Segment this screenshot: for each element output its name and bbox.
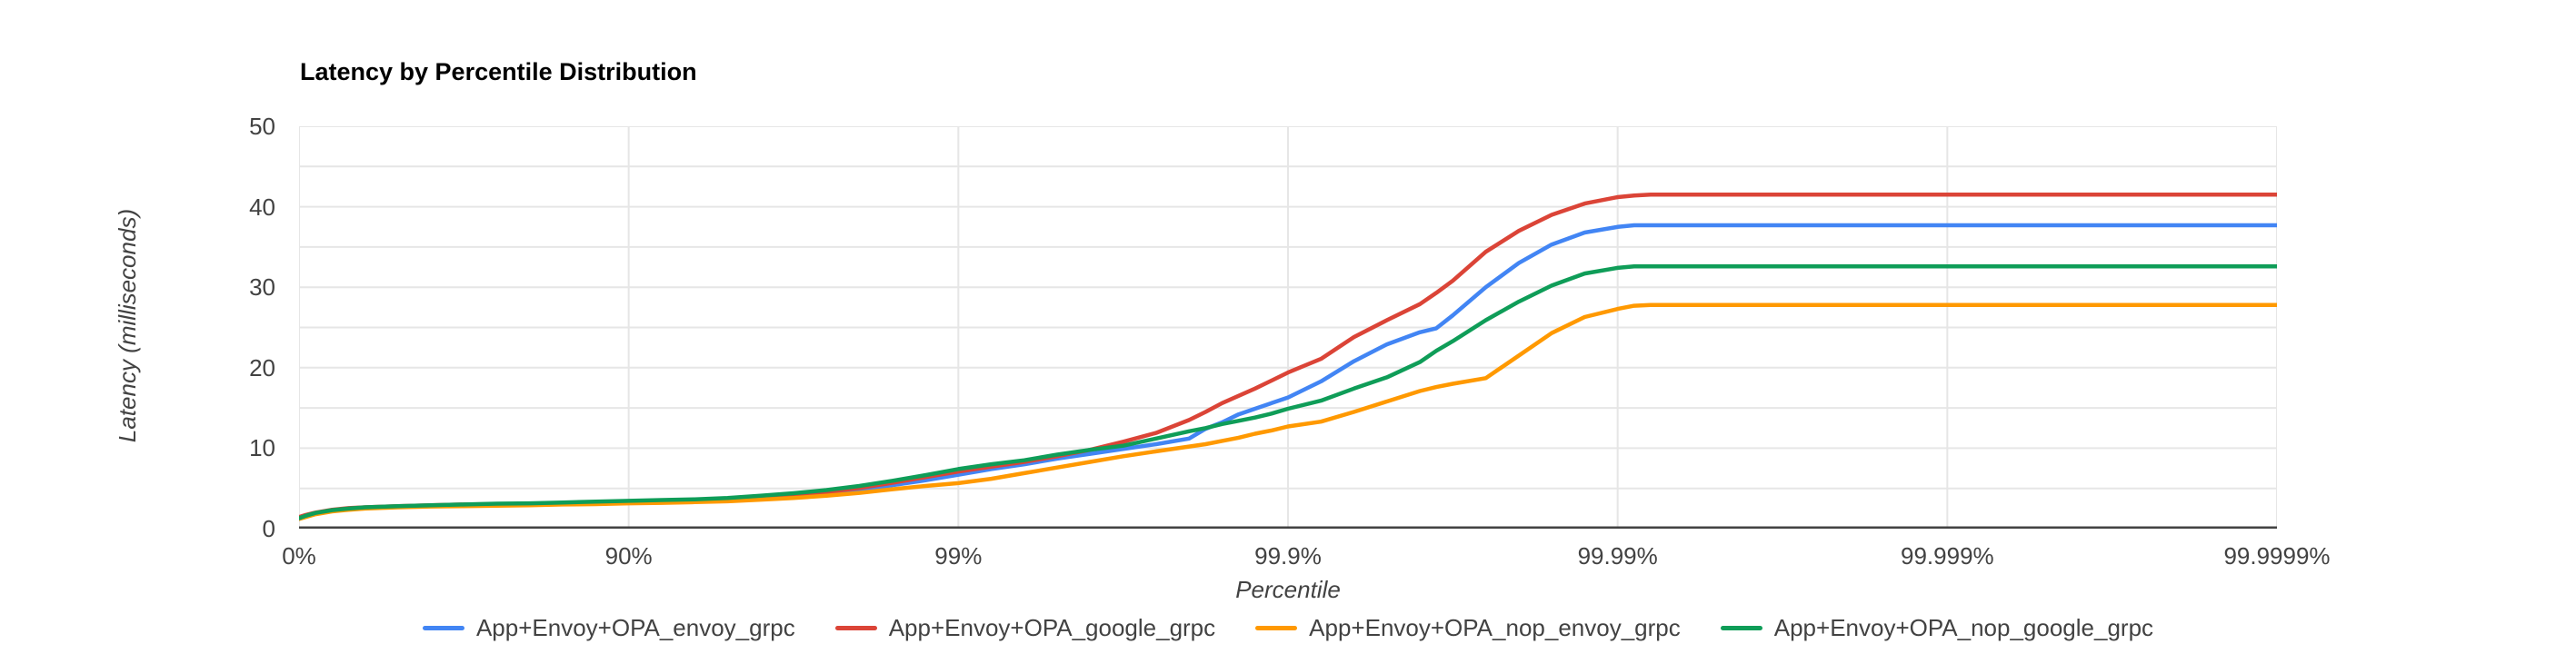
legend-swatch-icon [834,625,877,630]
y-tick-label: 50 [249,113,275,140]
x-axis-title: Percentile [1235,576,1341,603]
x-tick-label: 0% [282,542,316,570]
plot-area [299,126,2277,529]
x-tick-label: 99.9999% [2223,542,2331,570]
y-tick-label: 0 [262,515,275,542]
legend-swatch-icon [422,625,464,630]
x-tick-label: 99.9% [1254,542,1322,570]
legend-label: App+Envoy+OPA_google_grpc [888,613,1216,641]
x-tick-label: 99.99% [1577,542,1658,570]
y-tick-label: 40 [249,193,275,221]
y-axis-title-text: Latency (milliseconds) [114,208,142,442]
legend-label: App+Envoy+OPA_nop_google_grpc [1773,613,2154,641]
legend-item-2: App+Envoy+OPA_nop_envoy_grpc [1255,614,1681,642]
chart-legend: App+Envoy+OPA_envoy_grpc App+Envoy+OPA_go… [299,610,2277,645]
legend-label: App+Envoy+OPA_nop_envoy_grpc [1309,613,1681,641]
legend-label: App+Envoy+OPA_envoy_grpc [475,613,795,641]
legend-item-1: App+Envoy+OPA_google_grpc [834,613,1216,642]
legend-item-0: App+Envoy+OPA_envoy_grpc [422,613,795,642]
legend-swatch-icon [1720,625,1762,630]
x-tick-label: 90% [604,542,653,570]
legend-swatch-icon [1255,625,1298,630]
y-tick-label: 30 [249,273,275,302]
series-line-3 [299,263,2277,520]
legend-item-3: App+Envoy+OPA_nop_google_grpc [1720,613,2154,642]
chart-title: Latency by Percentile Distribution [300,58,697,85]
y-tick-label: 10 [249,434,275,462]
x-tick-label: 99% [934,542,983,570]
x-tick-label: 99.999% [1901,542,1994,570]
y-tick-label: 20 [249,353,275,382]
